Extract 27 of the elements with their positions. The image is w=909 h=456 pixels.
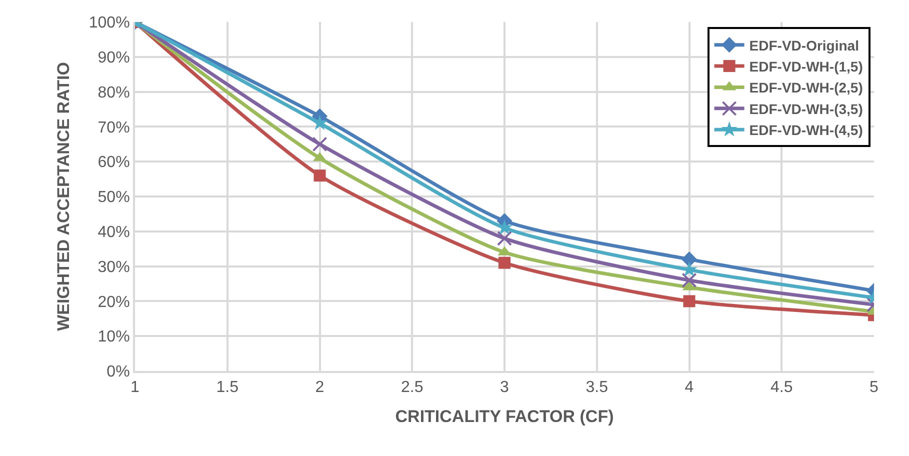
x-tick-label: 2 bbox=[315, 379, 324, 396]
y-tick-label: 70% bbox=[98, 119, 130, 136]
y-tick-label: 10% bbox=[98, 328, 130, 346]
legend-label: EDF-VD-WH-(3,5) bbox=[749, 100, 863, 117]
y-tick-label: 90% bbox=[98, 50, 130, 66]
x-tick-label: 1 bbox=[130, 379, 140, 396]
y-tick-label: 100% bbox=[88, 14, 130, 32]
y-tick-label: 50% bbox=[98, 189, 130, 206]
x-tick-label: 1.5 bbox=[216, 379, 239, 396]
legend-label: EDF-VD-WH-(1,5) bbox=[749, 58, 863, 74]
x-tick-label: 3.5 bbox=[586, 379, 608, 396]
legend-label: EDF-VD-WH-(2,5) bbox=[749, 80, 863, 96]
legend-label: EDF-VD-Original bbox=[749, 37, 859, 54]
x-tick-label: 5 bbox=[870, 379, 879, 396]
y-tick-label: 20% bbox=[98, 294, 130, 311]
y-tick-label: 40% bbox=[98, 224, 130, 241]
y-tick-label: 80% bbox=[98, 84, 130, 102]
y-axis-title: WEIGHTED ACCEPTANCE RATIO bbox=[54, 62, 73, 331]
x-tick-label: 4.5 bbox=[770, 379, 793, 396]
x-tick-label: 3 bbox=[500, 379, 510, 396]
legend-label: EDF-VD-WH-(4,5) bbox=[749, 122, 863, 138]
y-tick-label: 0% bbox=[106, 364, 130, 381]
x-tick-label: 2.5 bbox=[401, 379, 424, 396]
y-tick-label: 30% bbox=[98, 258, 130, 276]
y-tick-label: 60% bbox=[98, 154, 130, 172]
x-axis-title: CRITICALITY FACTOR (CF) bbox=[395, 407, 614, 426]
x-tick-label: 4 bbox=[684, 379, 694, 396]
